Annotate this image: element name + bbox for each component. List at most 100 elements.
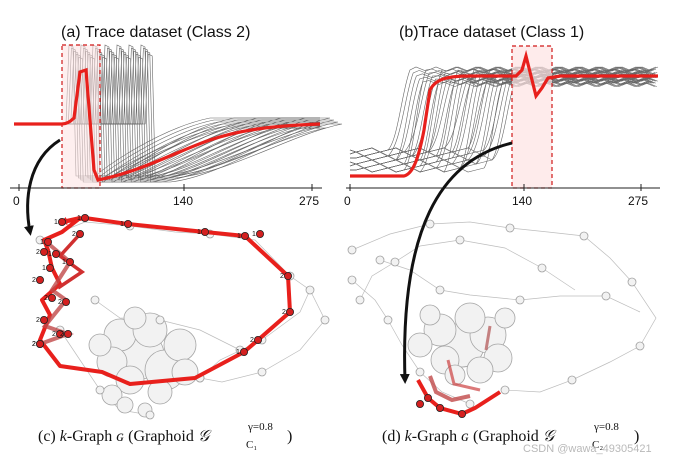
node-label: 1 — [77, 215, 81, 222]
highlight-node — [64, 329, 73, 338]
trace-line — [349, 81, 655, 165]
trace-line — [14, 47, 320, 181]
graph-node — [567, 375, 577, 385]
node-label: 2 — [36, 249, 40, 256]
trace-line — [14, 50, 320, 179]
highlight-node — [81, 213, 90, 222]
panel-d-caption-sup: γ=0.8 — [593, 421, 619, 433]
graph-node — [579, 231, 589, 241]
trace-line — [14, 56, 327, 179]
graph-node — [375, 255, 385, 265]
trace-line — [14, 53, 320, 181]
trace-line — [14, 56, 320, 183]
graph-node — [505, 223, 515, 233]
highlight-edge — [446, 359, 481, 392]
graph-node — [305, 285, 315, 295]
highlight-node — [52, 249, 61, 258]
graph-node — [347, 245, 357, 255]
highlight-node — [255, 229, 264, 238]
node-label: 1 — [237, 233, 241, 240]
highlight-node — [40, 315, 49, 324]
trace-line — [14, 50, 339, 177]
trace-line — [14, 53, 320, 179]
graph-node — [635, 341, 645, 351]
highlight-node — [56, 329, 65, 338]
node-label: 1 — [236, 349, 240, 356]
graph-edge — [351, 221, 657, 393]
panel-d-caption: (d) k-Graph ɢ (Graphoid 𝒢 γ=0.8 C₂ ) — [382, 421, 639, 451]
graph-node — [390, 257, 400, 267]
trace-line — [349, 78, 654, 153]
panel-b-traces — [349, 45, 659, 189]
node-label: 2 — [32, 277, 36, 284]
graph-node — [537, 263, 547, 273]
trace-line — [350, 78, 652, 161]
panel-a-tick-140: 140 — [173, 194, 193, 208]
highlight-node — [124, 219, 133, 228]
highlight-node — [283, 271, 292, 280]
trace-line — [14, 53, 320, 183]
graph-node — [320, 315, 330, 325]
node-label: 2 — [52, 331, 56, 338]
graph-node — [145, 410, 155, 420]
node-label: 1 — [54, 219, 58, 226]
highlight-node — [62, 297, 71, 306]
graph-node — [425, 219, 435, 229]
node-label: 2 — [72, 231, 76, 238]
graph-node — [601, 291, 611, 301]
panel-a-tick-275: 275 — [299, 194, 319, 208]
highlight-node — [435, 403, 444, 412]
trace-line — [14, 50, 320, 181]
graph-node — [465, 399, 475, 409]
panel-b-highlight-window — [512, 46, 552, 188]
highlight-node — [46, 263, 55, 272]
highlight-node — [285, 307, 294, 316]
trace-line — [349, 78, 656, 169]
panel-c-caption-sup: γ=0.8 — [247, 421, 273, 433]
node-label: 2 — [60, 331, 64, 338]
node-label: 2 — [250, 337, 254, 344]
trace-line — [14, 50, 320, 181]
node-label: 1 — [62, 259, 66, 266]
panel-b-tick-140: 140 — [512, 194, 532, 208]
trace-line — [349, 70, 656, 157]
node-label: 2 — [44, 295, 48, 302]
graph-edge — [359, 239, 576, 301]
trace-line — [350, 81, 649, 173]
svg-text:(d) k-Graph ɢ (Graphoid 𝒢: (d) k-Graph ɢ (Graphoid 𝒢 — [382, 428, 557, 445]
panel-a-tick-0: 0 — [13, 194, 20, 208]
trace-line — [14, 50, 320, 183]
node-label: 1 — [42, 265, 46, 272]
node-label: 2 — [282, 309, 286, 316]
highlight-edge — [484, 325, 492, 351]
panel-b-representative-trace — [350, 49, 658, 178]
highlight-node — [66, 257, 75, 266]
panel-c-caption-sub: C₁ — [246, 439, 257, 451]
panel-d-node-cluster — [407, 302, 516, 386]
graph-edge — [379, 259, 641, 313]
highlight-node — [36, 339, 45, 348]
graph-node — [383, 315, 393, 325]
node-label: 2 — [36, 317, 40, 324]
highlight-node — [415, 399, 424, 408]
highlight-node — [423, 393, 432, 402]
panel-d-graph — [347, 219, 657, 418]
highlight-node — [44, 237, 53, 246]
highlight-node — [76, 229, 85, 238]
trace-line — [349, 72, 658, 169]
trace-line — [349, 75, 649, 157]
panel-c-caption: (c) k-Graph ɢ (Graphoid 𝒢 γ=0.8 C₁ ) — [38, 421, 292, 451]
graph-node — [257, 367, 267, 377]
panel-b-tick-0: 0 — [344, 194, 351, 208]
panel-a-representative-trace — [14, 67, 321, 182]
node-label: 2 — [32, 341, 36, 348]
panel-b-x-axis: 0 140 275 — [344, 184, 660, 208]
trace-line — [14, 56, 320, 177]
node-label: 1 — [197, 229, 201, 236]
panel-b-title: (b)Trace dataset (Class 1) — [399, 24, 584, 41]
panel-c-caption-close: ) — [287, 428, 292, 445]
trace-line — [14, 50, 320, 183]
graph-node — [627, 277, 637, 287]
graph-node — [515, 295, 525, 305]
